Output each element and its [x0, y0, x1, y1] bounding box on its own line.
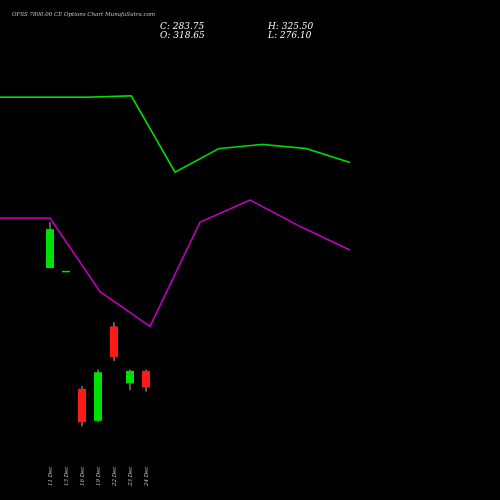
candle-layer: [46, 222, 150, 427]
x-tick-label: 19 Dec: [96, 467, 102, 487]
x-tick-label: 13 Dec: [64, 467, 70, 487]
high-label: H: 325.50: [267, 22, 314, 32]
x-tick-label: 23 Dec: [128, 467, 134, 488]
candle: [126, 369, 134, 391]
x-tick-label: 24 Dec: [144, 467, 150, 488]
close-label: C: 283.75: [160, 22, 205, 32]
candle-body: [46, 229, 54, 269]
candle-body: [94, 372, 102, 421]
candle-body: [110, 326, 118, 357]
candle: [46, 222, 54, 269]
x-axis-labels: 11 Dec 13 Dec 16 Dec 19 Dec 22 Dec 23 Dec 24 D…: [48, 467, 150, 488]
series-layer: [0, 94, 351, 328]
candle: [110, 322, 118, 362]
open-label: O: 318.65: [160, 31, 205, 41]
x-tick-label: 16 Dec: [80, 467, 86, 487]
series-line-2: [0, 199, 351, 328]
low-label: L: 276.10: [267, 31, 312, 41]
series-line-1: [0, 94, 351, 174]
x-tick-label: 22 Dec: [112, 467, 118, 488]
candle-body: [142, 370, 150, 388]
x-tick-label: 11 Dec: [48, 467, 54, 487]
candle: [78, 386, 86, 427]
candle: [142, 369, 150, 392]
candle: [62, 270, 70, 273]
candle-body: [62, 270, 70, 273]
chart-title: OFSS 7800.00 CE Options Chart MunafaSutr…: [12, 12, 155, 18]
candle: [94, 369, 102, 423]
candle-body: [78, 388, 86, 423]
candle-body: [126, 370, 134, 384]
